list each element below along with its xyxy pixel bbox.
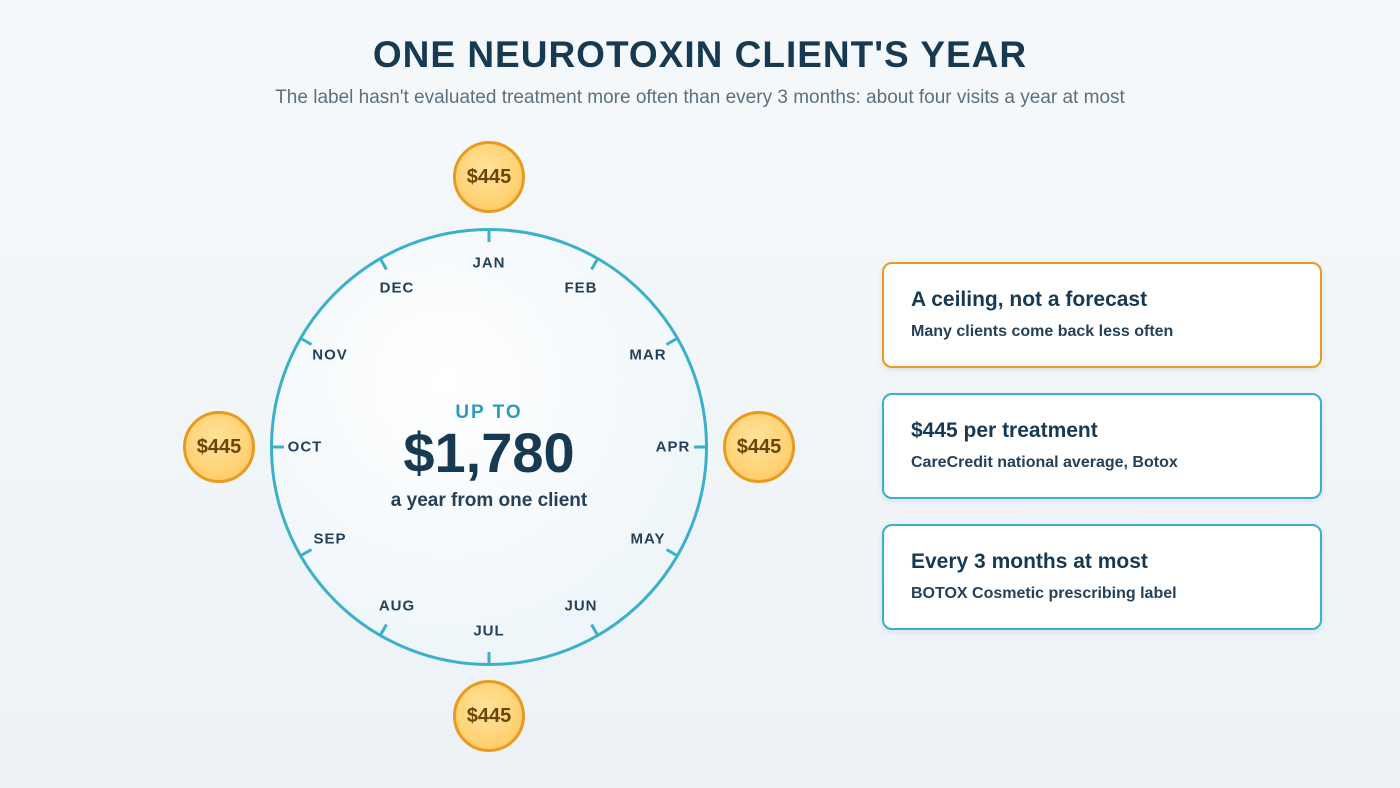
treatment-coin-oct: $445 xyxy=(183,411,255,483)
info-card-frequency: Every 3 months at most BOTOX Cosmetic pr… xyxy=(882,524,1322,630)
month-label-nov: NOV xyxy=(312,346,348,364)
month-tick-aug xyxy=(378,623,388,637)
card-title: A ceiling, not a forecast xyxy=(911,288,1148,311)
month-label-oct: OCT xyxy=(287,438,323,456)
info-card-price: $445 per treatment CareCredit national a… xyxy=(882,393,1322,499)
month-label-feb: FEB xyxy=(564,279,598,297)
info-card-ceiling: A ceiling, not a forecast Many clients c… xyxy=(882,262,1322,368)
month-tick-jun xyxy=(590,623,600,637)
month-label-may: MAY xyxy=(630,530,666,548)
month-tick-may xyxy=(665,548,679,558)
month-label-jun: JUN xyxy=(564,597,598,615)
card-title: Every 3 months at most xyxy=(911,550,1148,573)
month-label-sep: SEP xyxy=(313,530,347,548)
month-tick-sep xyxy=(299,548,313,558)
card-text: CareCredit national average, Botox xyxy=(911,454,1178,471)
month-label-mar: MAR xyxy=(629,346,667,364)
month-tick-mar xyxy=(665,336,679,346)
treatment-coin-jan: $445 xyxy=(453,141,525,213)
card-text: Many clients come back less often xyxy=(911,323,1174,340)
annual-total-caption: a year from one client xyxy=(390,490,588,511)
annual-total: $1,780 xyxy=(403,421,575,484)
month-tick-feb xyxy=(590,257,600,271)
month-label-apr: APR xyxy=(655,438,691,456)
month-label-jan: JAN xyxy=(472,254,506,272)
treatment-coin-jul: $445 xyxy=(453,680,525,752)
month-label-dec: DEC xyxy=(379,279,415,297)
page-title: ONE NEUROTOXIN CLIENT'S YEAR xyxy=(372,34,1028,75)
month-tick-nov xyxy=(299,336,313,346)
month-tick-dec xyxy=(378,257,388,271)
page-subtitle: The label hasn't evaluated treatment mor… xyxy=(275,87,1125,108)
month-label-jul: JUL xyxy=(473,622,505,640)
year-dial xyxy=(270,228,708,666)
month-label-aug: AUG xyxy=(378,597,416,615)
card-title: $445 per treatment xyxy=(911,419,1098,442)
total-prefix: UP TO xyxy=(455,402,523,423)
card-text: BOTOX Cosmetic prescribing label xyxy=(911,585,1177,602)
treatment-coin-apr: $445 xyxy=(723,411,795,483)
